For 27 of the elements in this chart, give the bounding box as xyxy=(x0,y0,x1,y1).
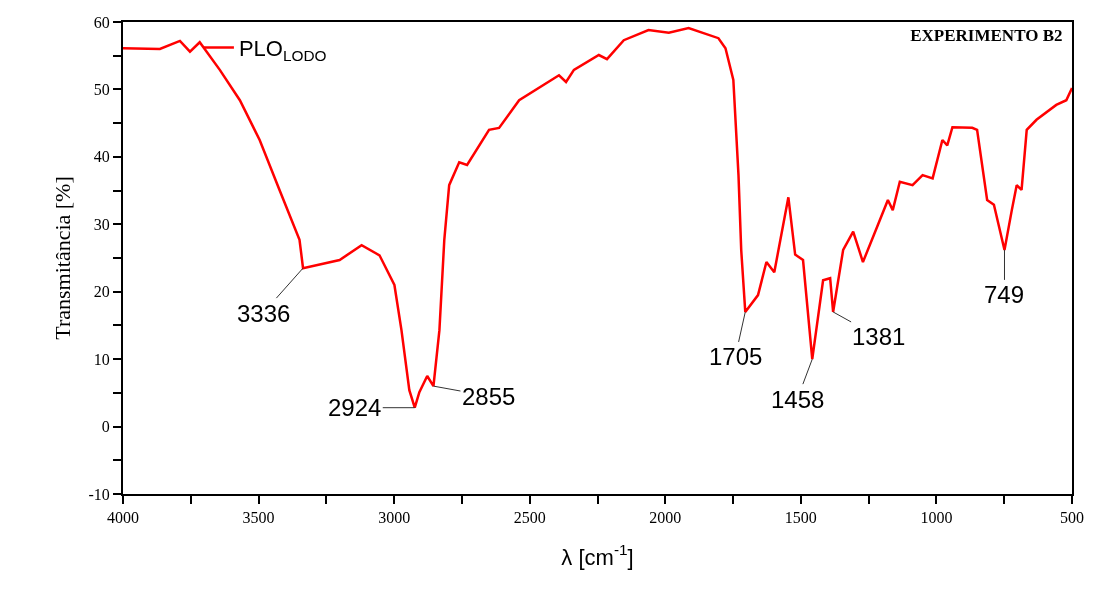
annotation: 1458 xyxy=(771,386,825,413)
x-tick-label: 3500 xyxy=(242,509,275,527)
annotation: 1381 xyxy=(852,323,906,350)
x-tick-label: 2500 xyxy=(513,509,546,527)
annotation: 2855 xyxy=(462,383,516,410)
y-tick-label: 30 xyxy=(93,215,110,233)
x-tick-label: 4000 xyxy=(107,509,139,527)
x-tick-label: 500 xyxy=(1060,509,1084,527)
legend-label: PLO$_{LODO}$ xyxy=(238,36,327,64)
x-tick-label: 3000 xyxy=(378,509,411,527)
y-tick-label: 40 xyxy=(93,148,110,166)
y-tick-label: 20 xyxy=(93,283,110,301)
annotation: 3336 xyxy=(237,300,291,327)
y-tick-label: 0 xyxy=(101,418,110,436)
annotation: 2924 xyxy=(328,394,382,421)
annotation: 749 xyxy=(984,281,1025,308)
y-tick-label: 50 xyxy=(93,81,110,99)
chart-title: EXPERIMENTO B2 xyxy=(910,25,1063,45)
x-tick-label: 2000 xyxy=(649,509,682,527)
y-axis-title: Transmitância [%] xyxy=(49,176,75,340)
y-tick-label: 60 xyxy=(93,13,110,31)
annotation: 1705 xyxy=(709,343,763,370)
y-tick-label: -10 xyxy=(88,485,110,503)
y-tick-label: 10 xyxy=(93,350,110,368)
x-tick-label: 1000 xyxy=(920,509,953,527)
x-tick-label: 1500 xyxy=(784,509,817,527)
x-axis-title: λ [cm$^{-1}$] xyxy=(561,541,634,570)
